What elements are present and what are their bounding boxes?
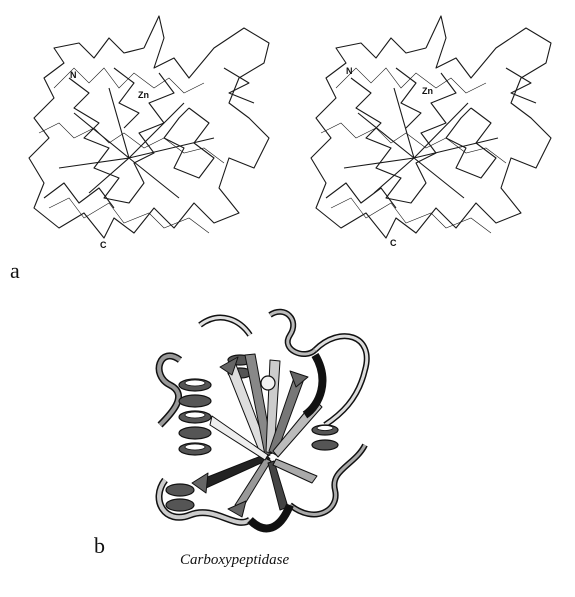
c-terminus-label-left: C — [100, 240, 107, 250]
stereo-trace-left — [14, 8, 284, 258]
ca-trace-left-image — [28, 15, 270, 239]
panel-b-label: b — [94, 533, 105, 558]
ribbon-diagram-image — [155, 308, 370, 533]
ca-trace-right-image — [310, 15, 552, 239]
n-terminus-label-right: N — [346, 66, 353, 76]
panel-a-label: a — [10, 258, 20, 283]
protein-caption: Carboxypeptidase — [180, 552, 290, 568]
stereo-trace-right — [296, 8, 566, 258]
zinc-label-left: Zn — [138, 90, 149, 100]
zinc-label-right: Zn — [422, 86, 433, 96]
ribbon-diagram — [140, 305, 380, 545]
n-terminus-label-left: N — [70, 70, 77, 80]
c-terminus-label-right: C — [390, 238, 397, 248]
